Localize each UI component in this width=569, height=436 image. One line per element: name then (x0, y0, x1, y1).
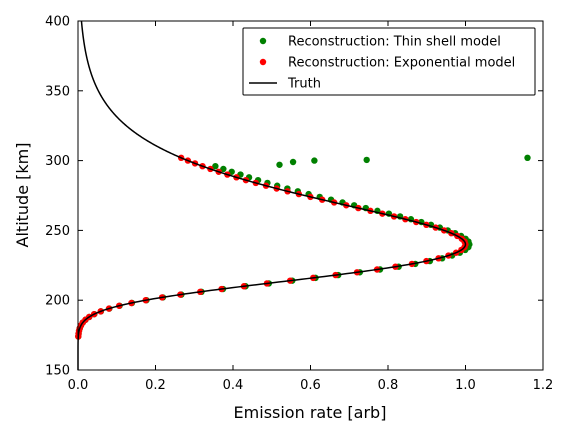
x-tick-label: 0.4 (223, 378, 244, 393)
x-tick-label: 0.0 (68, 378, 89, 393)
y-axis-label: Altitude [km] (13, 143, 32, 248)
legend-marker-swatch (259, 37, 267, 45)
series-exponential (75, 154, 469, 340)
x-tick-label: 0.2 (145, 378, 166, 393)
legend: Reconstruction: Thin shell model Reconstr… (242, 27, 536, 96)
thin-shell-point (220, 165, 227, 173)
legend-marker-swatch (259, 58, 267, 66)
legend-entry-label: Reconstruction: Exponential model (288, 56, 515, 71)
thin-shell-outlier-point (311, 157, 318, 164)
legend-entry-label: Truth (287, 77, 321, 92)
x-axis-label: Emission rate [arb] (234, 403, 387, 422)
axis-ticks: 0.0 0.2 0.4 0.6 0.8 1.0 1.2 150 200 250 300 350 400 (45, 15, 553, 394)
legend-box (242, 27, 536, 96)
legend-entry-label: Reconstruction: Thin shell model (288, 35, 501, 50)
y-tick-label: 400 (45, 15, 70, 30)
plot-marks (75, 20, 531, 370)
x-tick-label: 0.8 (378, 378, 399, 393)
y-tick-label: 300 (45, 154, 70, 169)
y-tick-label: 200 (45, 294, 70, 309)
thin-shell-outlier-point (524, 154, 531, 162)
truth-line (77, 20, 467, 370)
y-tick-label: 350 (45, 84, 70, 99)
thin-shell-outlier-point (363, 156, 370, 164)
x-tick-label: 1.2 (533, 378, 554, 393)
x-tick-label: 1.0 (455, 378, 476, 393)
thin-shell-point (212, 162, 219, 170)
thin-shell-outlier-point (289, 158, 297, 166)
x-tick-label: 0.6 (300, 378, 321, 393)
y-tick-label: 250 (45, 224, 70, 239)
thin-shell-outlier-point (276, 161, 283, 168)
y-tick-label: 150 (45, 364, 70, 379)
